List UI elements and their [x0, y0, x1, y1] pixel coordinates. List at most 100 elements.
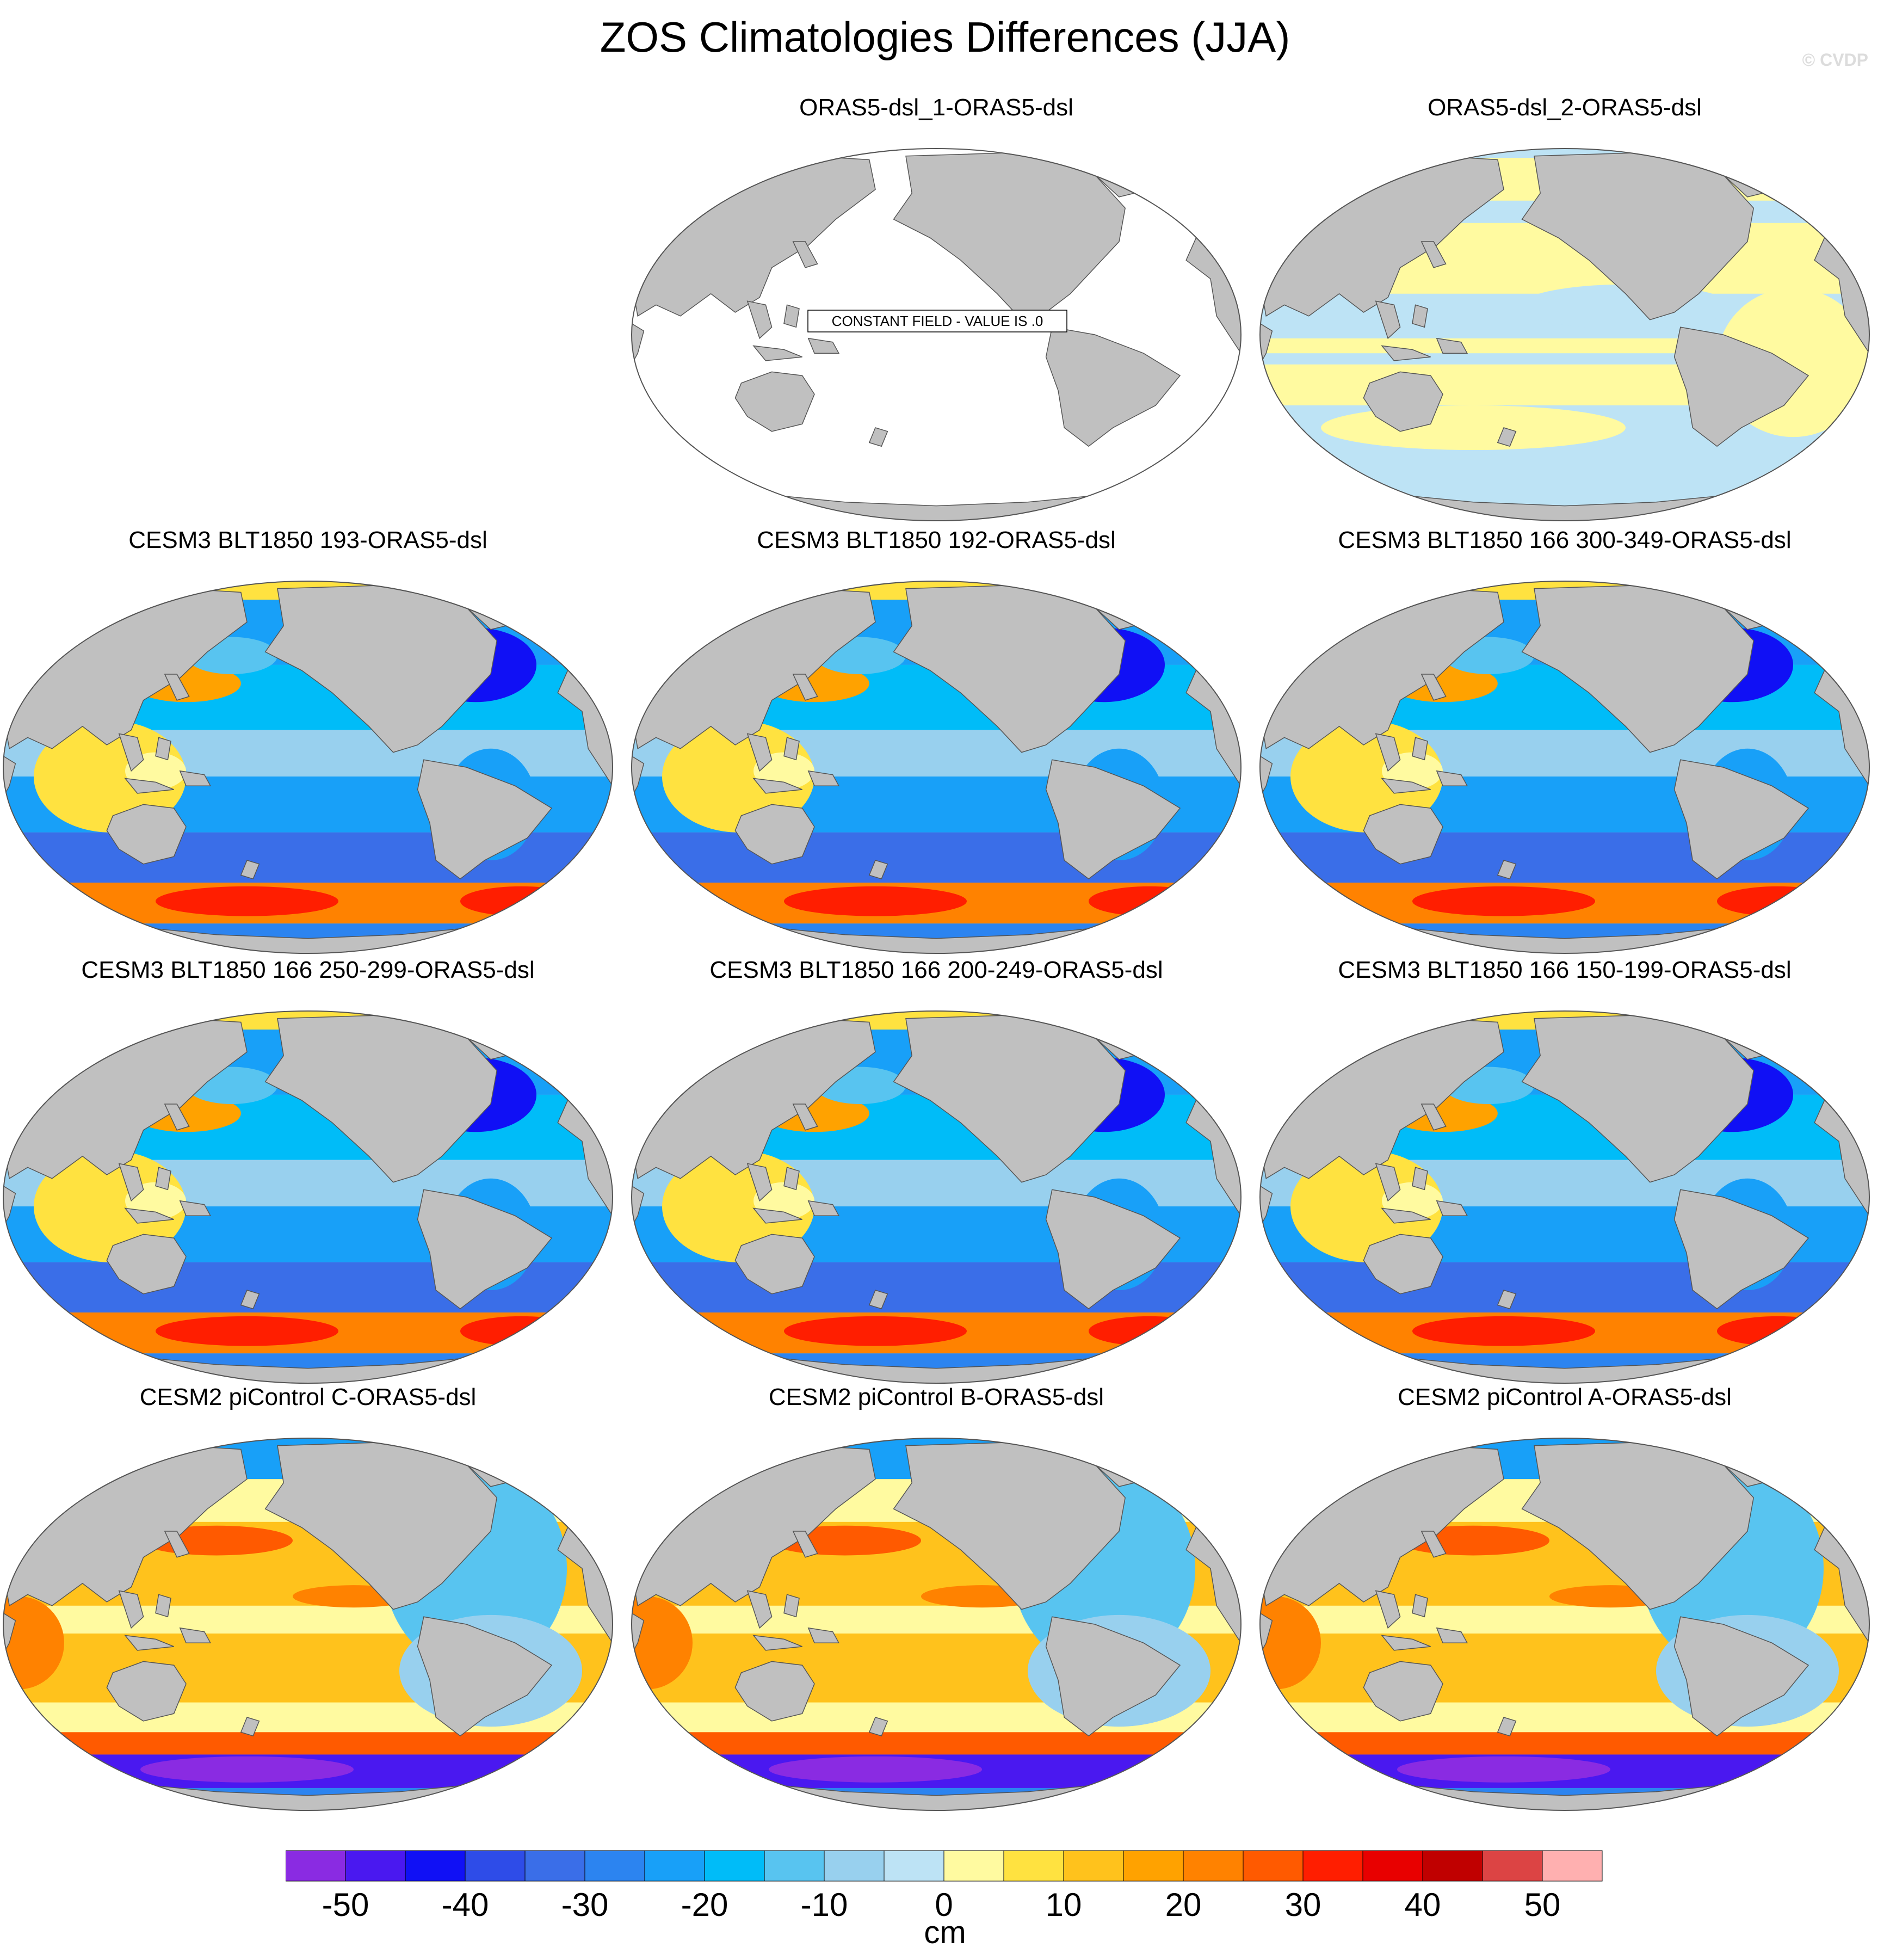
- colorbar-tick-label: 10: [1045, 1887, 1082, 1923]
- land-mass: [1375, 733, 1401, 772]
- land-mass: [792, 241, 818, 268]
- ocean-field: [3, 1011, 613, 1383]
- land-mass: [792, 674, 818, 701]
- colorbar-unit: cm: [924, 1915, 966, 1950]
- land-mass: [417, 1189, 553, 1310]
- field-anomaly: [1290, 1150, 1443, 1262]
- land-mass: [1045, 1189, 1181, 1310]
- land-mass: [124, 778, 174, 794]
- land-mass: [868, 860, 888, 880]
- land-mass: [1420, 674, 1447, 701]
- colorbar-ticks: -50 -40 -30 -20 -10 0 10 20 30 40 50: [286, 1886, 1602, 1923]
- field-anomaly: [34, 1150, 186, 1262]
- colorbar-box: [644, 1850, 705, 1882]
- field-anomaly: [784, 1316, 967, 1346]
- land-mass: [155, 737, 171, 761]
- land-mass: [1436, 770, 1468, 786]
- land-mass: [632, 1612, 645, 1655]
- land-mass: [1497, 427, 1517, 447]
- panel-title: CESM3 BLT1850 166 250-299-ORAS5-dsl: [81, 957, 535, 983]
- map-border: [1259, 148, 1870, 521]
- ocean-field: [3, 581, 613, 953]
- world-map: [3, 1010, 613, 1384]
- land-mass: [746, 733, 773, 772]
- main-title: ZOS Climatologies Differences (JJA): [600, 13, 1290, 61]
- field-band: [632, 1732, 1241, 1755]
- land-mass: [1260, 1185, 1273, 1228]
- field-anomaly: [662, 720, 814, 833]
- land-mass: [3, 1612, 16, 1655]
- panel-title: CESM2 piControl B-ORAS5-dsl: [768, 1384, 1104, 1410]
- land-mass: [792, 1104, 818, 1131]
- colorbar-box: [345, 1850, 406, 1882]
- land-mass: [264, 584, 498, 753]
- land-mass: [1521, 584, 1755, 753]
- land-mass: [155, 1594, 171, 1618]
- ocean-field: [1260, 581, 1869, 953]
- map-panel: CESM2 piControl A-ORAS5-dsl: [1257, 1382, 1873, 1828]
- world-map: CONSTANT FIELD - VALUE IS .0: [631, 148, 1242, 521]
- land-mass: [1436, 1627, 1468, 1643]
- land-mass: [893, 1014, 1126, 1183]
- land-mass: [1260, 323, 1273, 365]
- constant-field-label: CONSTANT FIELD - VALUE IS .0: [832, 313, 1043, 329]
- land-mass: [1412, 304, 1428, 328]
- colorbar-box: [1123, 1850, 1184, 1882]
- field-anomaly: [1260, 1596, 1321, 1690]
- land-mass: [746, 1163, 773, 1202]
- land-mass: [118, 1590, 144, 1629]
- land-mass: [807, 770, 840, 786]
- colorbar-box: [1243, 1850, 1304, 1882]
- land-mass: [1381, 1207, 1431, 1224]
- constant-field-box: [807, 310, 1067, 332]
- land-mass: [1521, 152, 1755, 320]
- colorbar-tick-label: 30: [1284, 1887, 1321, 1923]
- field-anomaly: [1321, 405, 1626, 451]
- land-mass: [734, 804, 815, 865]
- colorbar-tick-label: 20: [1165, 1887, 1202, 1923]
- land-mass: [734, 371, 815, 432]
- land-mass: [1363, 1234, 1443, 1295]
- field-anomaly: [1089, 1316, 1210, 1346]
- field-anomaly: [1089, 886, 1210, 916]
- land-mass: [164, 1104, 190, 1131]
- land-mass: [240, 1717, 260, 1737]
- land-mass: [417, 759, 553, 880]
- land-mass: [1045, 1616, 1181, 1737]
- colorbar-tick-label: 40: [1404, 1887, 1441, 1923]
- panel-title: CESM3 BLT1850 166 150-199-ORAS5-dsl: [1338, 957, 1792, 983]
- colorbar-tick-label: 0: [935, 1887, 953, 1923]
- colorbar-tick-label: -40: [441, 1887, 489, 1923]
- world-map: [631, 1438, 1242, 1811]
- field-anomaly: [140, 1756, 354, 1783]
- world-map: [1259, 581, 1870, 954]
- map-border: [1259, 1010, 1870, 1384]
- land-mass: [632, 755, 645, 798]
- map-panel: CESM3 BLT1850 166 200-249-ORAS5-dsl: [628, 955, 1244, 1401]
- ocean-field: [1260, 1438, 1869, 1810]
- land-mass: [164, 1531, 190, 1558]
- field-band: [3, 1732, 613, 1755]
- ocean-field: [1260, 149, 1869, 521]
- map-border: [3, 581, 613, 954]
- map-border: [631, 581, 1242, 954]
- field-anomaly: [1717, 886, 1839, 916]
- land-mass: [752, 1635, 802, 1651]
- world-map: [3, 581, 613, 954]
- colorbar-box: [884, 1850, 944, 1882]
- field-anomaly: [1397, 1756, 1610, 1783]
- land-mass: [3, 1185, 16, 1228]
- land-mass: [240, 1290, 260, 1310]
- land-mass: [124, 1207, 174, 1224]
- land-mass: [783, 1594, 800, 1618]
- land-mass: [1673, 326, 1809, 447]
- field-anomaly: [156, 886, 338, 916]
- land-mass: [3, 755, 16, 798]
- map-panel: CESM2 piControl B-ORAS5-dsl: [628, 1382, 1244, 1828]
- land-mass: [1420, 1531, 1447, 1558]
- colorbar-box: [286, 1850, 346, 1882]
- land-mass: [632, 323, 645, 365]
- colorbar-box: [524, 1850, 585, 1882]
- colorbar-box: [584, 1850, 645, 1882]
- panel-title: CESM2 piControl A-ORAS5-dsl: [1398, 1384, 1732, 1410]
